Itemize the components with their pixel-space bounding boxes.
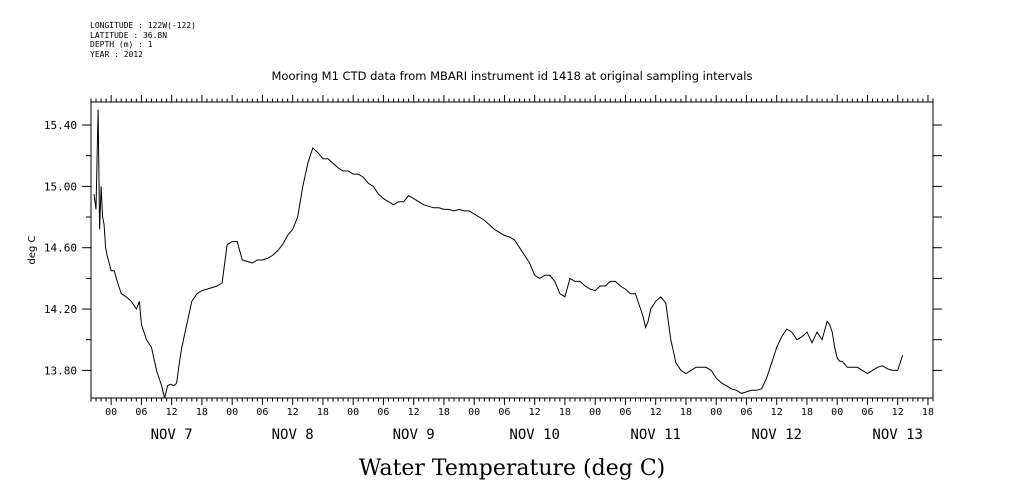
y-axis-title: deg C — [27, 235, 38, 264]
x-day-label: NOV 10 — [509, 427, 560, 443]
plot-frame — [90, 101, 934, 399]
x-tick-label: 00 — [831, 407, 843, 418]
x-tick-label: 06 — [619, 407, 631, 418]
x-tick-label: 18 — [680, 407, 692, 418]
dataset-metadata: LONGITUDE : 122W(-122) LATITUDE : 36.8N … — [90, 21, 196, 59]
x-day-label: NOV 8 — [272, 427, 314, 443]
x-tick-label: 12 — [408, 407, 420, 418]
x-tick-label: 06 — [135, 407, 147, 418]
x-tick-label: 06 — [498, 407, 510, 418]
y-tick-label: 13.80 — [44, 364, 77, 377]
x-tick-label: 00 — [347, 407, 359, 418]
x-tick-label: 12 — [650, 407, 662, 418]
y-tick-label: 15.40 — [44, 119, 77, 132]
y-tick-label: 15.00 — [44, 180, 77, 193]
x-tick-label: 12 — [771, 407, 783, 418]
x-axis-title: Water Temperature (deg C) — [359, 456, 666, 481]
x-tick-label: 12 — [529, 407, 541, 418]
x-tick-label: 00 — [226, 407, 238, 418]
x-tick-label: 00 — [105, 407, 117, 418]
depth-label: DEPTH (m) : 1 — [90, 40, 153, 49]
x-tick-label: 00 — [468, 407, 480, 418]
x-tick-label: 06 — [377, 407, 389, 418]
x-tick-label: 00 — [589, 407, 601, 418]
x-tick-label: 18 — [438, 407, 450, 418]
x-day-label: NOV 12 — [751, 427, 802, 443]
series-line-water-temperature — [93, 109, 904, 399]
x-day-label: NOV 9 — [393, 427, 435, 443]
x-day-label: NOV 11 — [630, 427, 681, 443]
axis-labels: 00 06 12 18 00 06 12 18 00 06 12 18 00 06 12 18 00 06 12 18… — [44, 119, 934, 443]
x-day-label: NOV 7 — [151, 427, 193, 443]
x-tick-label: 12 — [287, 407, 299, 418]
x-tick-label: 06 — [256, 407, 268, 418]
y-tick-label: 14.60 — [44, 242, 77, 255]
x-tick-label: 18 — [196, 407, 208, 418]
x-day-label: NOV 13 — [872, 427, 923, 443]
year-label: YEAR : 2012 — [90, 49, 143, 59]
x-tick-label: 12 — [166, 407, 178, 418]
chart-title: Mooring M1 CTD data from MBARI instrumen… — [272, 69, 753, 83]
x-tick-label: 18 — [801, 407, 813, 418]
x-tick-label: 12 — [892, 407, 904, 418]
x-tick-label: 18 — [559, 407, 571, 418]
x-tick-label: 18 — [317, 407, 329, 418]
x-tick-label: 00 — [710, 407, 722, 418]
x-tick-label: 18 — [922, 407, 934, 418]
longitude-label: LONGITUDE : 122W(-122) — [90, 21, 196, 30]
latitude-label: LATITUDE : 36.8N — [90, 30, 168, 40]
axis-ticks — [82, 95, 942, 405]
x-tick-label: 06 — [861, 407, 873, 418]
x-tick-label: 06 — [740, 407, 752, 418]
y-tick-label: 14.20 — [44, 303, 77, 316]
